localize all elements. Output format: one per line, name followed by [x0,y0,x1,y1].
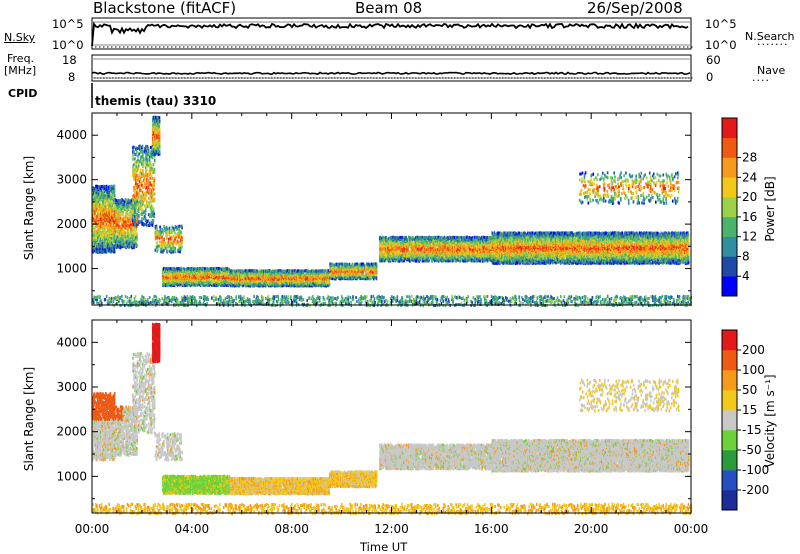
power-cell [139,186,141,189]
power-cell [141,217,143,220]
power-cell [138,214,140,217]
power-cell [139,174,141,177]
power-cell [134,223,136,226]
power-cell [138,210,140,213]
power-cell [132,205,134,208]
power-cell [134,204,136,207]
power-cell [134,208,136,211]
power-cell [137,174,139,177]
power-cell [122,211,124,214]
power-cell [133,163,135,166]
power-cell [138,164,140,167]
power-cell [136,213,138,216]
power-cell [110,193,112,196]
power-cell [125,199,127,202]
radar-figure: 1000200030004000100020003000400000:00 04:… [0,0,800,554]
power-cell [136,233,138,236]
power-cell [132,155,134,158]
power-cell [132,158,134,161]
power-cell [138,201,140,204]
power-cell [114,194,116,197]
power-cell [139,145,141,148]
power-cell [134,157,136,160]
power-cell [134,215,136,218]
power-cell [114,185,116,188]
power-cell [133,150,135,153]
power-cell [135,219,137,222]
power-cell [125,232,127,235]
power-cell [139,220,141,223]
power-cell [137,159,139,162]
power-cell [140,189,142,192]
power-cell [101,219,103,222]
power-cell [139,171,141,174]
power-cell [136,244,138,247]
power-cell [134,233,136,236]
power-cell [126,212,128,215]
power-cell [132,201,134,204]
power-cell [104,185,106,188]
power-cell [138,152,140,155]
power-cell [127,230,129,233]
power-cell [127,220,129,223]
power-cell [111,223,113,226]
power-cell [127,217,129,220]
power-cell [140,168,142,171]
